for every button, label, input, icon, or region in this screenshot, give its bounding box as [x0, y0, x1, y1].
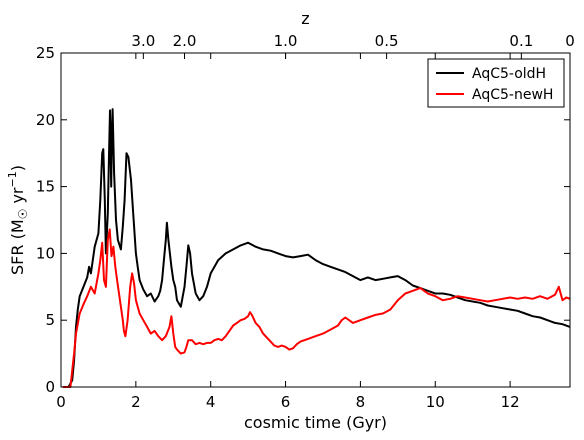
y-tick-label: 5	[45, 311, 55, 329]
x-tick-label: 10	[426, 393, 445, 411]
y-axis-title: SFR (M☉ yr−1)	[6, 165, 30, 275]
y-tick-label: 15	[36, 178, 55, 196]
plot-layer	[62, 108, 571, 388]
x-axis-title: cosmic time (Gyr)	[244, 413, 387, 432]
z-tick-label: 0.5	[375, 32, 399, 50]
plot-frame	[60, 52, 571, 388]
x-tick-label: 8	[356, 393, 366, 411]
series-line-1	[62, 228, 571, 388]
y-tick-label: 10	[36, 244, 55, 262]
legend-label-oldH: AqC5-oldH	[472, 66, 546, 82]
bottom-x-axis: 0 2 4 6 8 10 12	[56, 53, 520, 411]
left-y-axis: 0 5 10 15 20 25	[36, 44, 570, 396]
x-tick-label: 6	[281, 393, 291, 411]
x-tick-label: 0	[56, 393, 66, 411]
z-tick-label: 0	[565, 32, 575, 50]
top-axis-title: z	[301, 9, 309, 28]
x-tick-label: 2	[131, 393, 141, 411]
z-tick-label: 3.0	[131, 32, 155, 50]
legend: AqC5-oldH AqC5-newH	[427, 58, 565, 108]
series-line-0	[62, 108, 571, 388]
y-tick-label: 20	[36, 111, 55, 129]
z-tick-label: 2.0	[173, 32, 197, 50]
y-tick-label: 0	[45, 378, 55, 396]
x-tick-label: 4	[206, 393, 216, 411]
z-tick-label: 0.1	[509, 32, 533, 50]
x-tick-label: 12	[501, 393, 520, 411]
legend-label-newH: AqC5-newH	[472, 87, 553, 103]
y-tick-label: 25	[36, 44, 55, 62]
z-tick-label: 1.0	[274, 32, 298, 50]
legend-box	[427, 58, 565, 108]
top-redshift-axis: 3.0 2.0 1.0 0.5 0.1 0	[131, 32, 575, 59]
